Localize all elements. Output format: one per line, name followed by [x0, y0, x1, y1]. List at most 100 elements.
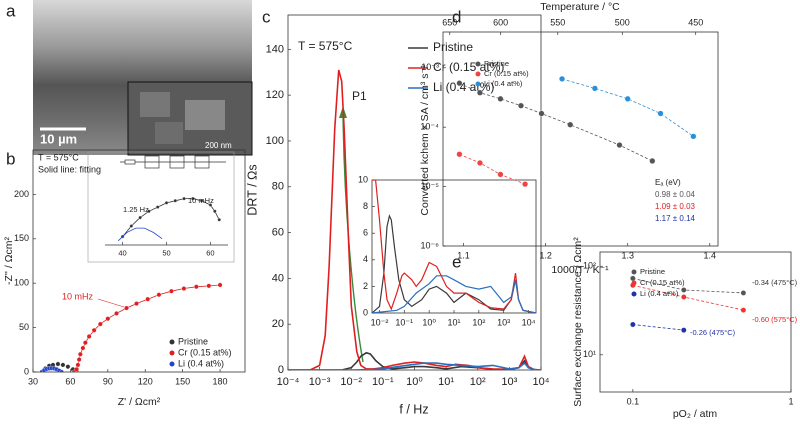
point	[191, 196, 195, 201]
y-axis-label: Surface exchange resistance / Ωcm²	[572, 237, 584, 407]
rc-element	[169, 155, 185, 169]
point	[97, 321, 103, 327]
x-tick-label: 10³	[497, 317, 510, 327]
resistor	[124, 159, 136, 165]
point	[138, 215, 142, 220]
legend-label: Pristine	[433, 40, 473, 54]
panel-label: a	[6, 1, 16, 20]
y-tick-label: 8	[363, 201, 368, 211]
point	[75, 362, 81, 368]
point	[194, 284, 199, 290]
point	[616, 142, 623, 149]
point	[630, 321, 636, 328]
x-axis-label: f / Hz	[399, 402, 428, 416]
x2-axis-label: Temperature / °C	[540, 1, 620, 13]
legend-label: Pristine	[640, 267, 665, 276]
line	[372, 180, 536, 313]
line	[372, 275, 536, 313]
legend-label: Cr (0.15 at%)	[484, 69, 529, 78]
y-tick-label: 0	[363, 307, 368, 317]
y-tick-label: 10⁻⁶	[421, 240, 440, 250]
point	[134, 301, 139, 306]
point	[217, 282, 223, 288]
chart: 0.1 1 10¹ 10² pO₂ / atm Surface exchange resi…	[452, 237, 798, 420]
point	[476, 89, 483, 96]
legend-swatch	[631, 280, 637, 286]
point	[199, 198, 204, 203]
plot-frame	[442, 31, 719, 247]
x-tick-label: 10⁴	[522, 317, 536, 327]
point	[74, 366, 79, 372]
annotation: 10 mHz	[62, 291, 94, 301]
point	[169, 288, 174, 294]
point	[497, 171, 504, 178]
y-tick-label: 2	[363, 281, 368, 291]
legend-label: Li (0.4 at%)	[178, 358, 224, 368]
point	[129, 224, 134, 228]
point	[681, 294, 687, 300]
series-group	[288, 69, 541, 370]
point	[624, 95, 631, 102]
point	[476, 159, 483, 166]
y-tick-label: 4	[363, 254, 368, 264]
y-tick-label: 10²	[583, 261, 596, 271]
x-tick-label: 1.4	[704, 250, 717, 260]
point	[145, 296, 151, 302]
x-tick-label: 30	[28, 376, 38, 386]
point	[155, 205, 160, 209]
point	[181, 286, 187, 291]
y-axis-label: -Z'' / Ωcm²	[3, 236, 15, 285]
scale-label: 200 nm	[205, 141, 232, 150]
point	[690, 133, 697, 140]
panel-label: d	[452, 7, 461, 26]
x-tick-label: 10⁻¹	[395, 317, 413, 327]
annotation: Solid line: fitting	[38, 164, 101, 174]
point	[60, 362, 66, 368]
point	[213, 209, 217, 214]
y-tick-label: 100	[14, 278, 29, 288]
point	[164, 201, 169, 205]
x-tick-label: 60	[206, 249, 214, 258]
point	[83, 340, 88, 346]
line	[288, 69, 541, 370]
point	[65, 364, 71, 370]
x-tick-label: 10¹	[438, 376, 454, 388]
fit-line	[632, 324, 684, 331]
inset-border	[87, 151, 235, 263]
x-axis-label: Z' / Ωcm²	[118, 396, 161, 408]
point	[497, 95, 504, 102]
point	[91, 327, 97, 333]
x-tick-label: 1.1	[457, 250, 470, 260]
y-tick-label: 150	[14, 233, 29, 243]
legend-swatch	[475, 71, 481, 77]
annotation: 1.25 Hz	[123, 205, 149, 214]
x-tick-label: 10²	[470, 376, 486, 388]
panel-label: b	[6, 149, 15, 168]
y-axis-label: DRT / Ωs	[245, 164, 259, 215]
annotation: Eₐ (eV)	[655, 178, 681, 187]
y-tick-label: 40	[272, 272, 284, 284]
y-tick-label: 120	[266, 89, 284, 101]
point	[740, 307, 747, 313]
chart: 30 60 90 120 150 180 0 50 100 150 200 Z' / Ωcm² -Z''…	[3, 149, 246, 408]
chart: 10⁻⁴ 10⁻³ 10⁻² 10⁻¹ 10⁰ 10¹ 10² 10³ 10⁴020406080…	[245, 7, 549, 416]
y-tick-label: 50	[19, 322, 29, 332]
annotation: 1.09 ± 0.03	[655, 202, 696, 211]
legend-label: Li (0.4 at%)	[640, 289, 679, 298]
x2-tick-label: 550	[550, 17, 565, 27]
y-tick-label: 10¹	[583, 349, 596, 359]
x-axis-label: 1000/T / K⁻¹	[551, 264, 609, 276]
legend-label: Cr (0.15 at%)	[640, 278, 685, 287]
point	[182, 196, 186, 201]
annotation: T = 575°C	[38, 152, 79, 162]
legend-label: Pristine	[178, 336, 208, 346]
point	[114, 311, 119, 316]
legend-swatch	[169, 361, 175, 367]
point	[630, 275, 636, 282]
legend-swatch	[475, 81, 481, 87]
annotation: T = 575°C	[298, 39, 353, 53]
line	[288, 361, 541, 370]
y-tick-label: 6	[363, 228, 368, 238]
